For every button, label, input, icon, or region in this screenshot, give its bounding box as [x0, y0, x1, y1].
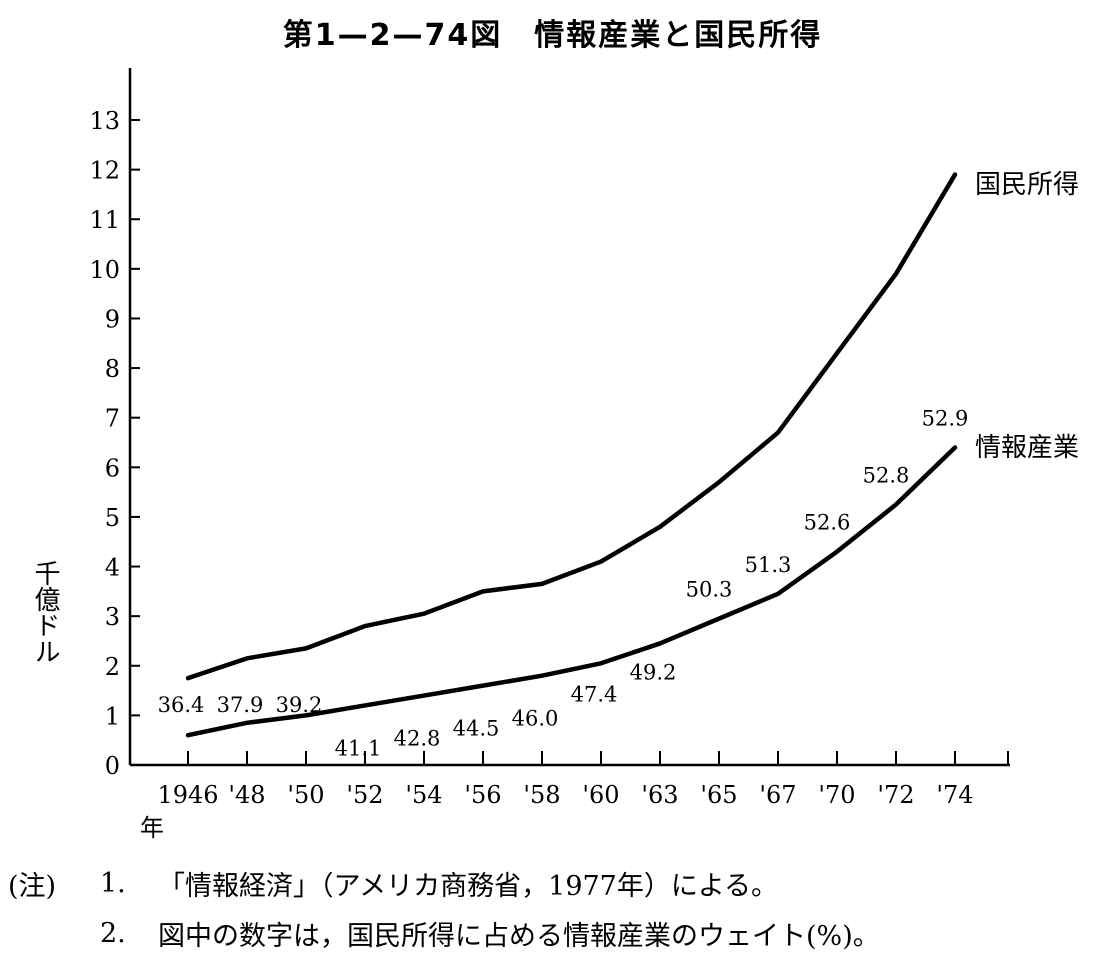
- series-line-information-industry: [185, 445, 958, 738]
- note-text: 「情報経済」（アメリカ商務省，1977年）による。: [158, 870, 779, 902]
- data-label: 49.2: [630, 660, 677, 684]
- chart-title: 第1—2—74図 情報産業と国民所得: [282, 18, 823, 53]
- x-tick-label: '74: [936, 781, 973, 809]
- data-label: 42.8: [394, 727, 441, 751]
- data-label: 37.9: [217, 693, 264, 717]
- note-text: 図中の数字は，国民所得に占める情報産業のウェイト(%)。: [158, 920, 880, 952]
- y-tick-label: 9: [105, 305, 120, 333]
- data-label: 36.4: [158, 693, 205, 717]
- y-tick-label: 7: [105, 405, 120, 433]
- x-tick-label: '54: [405, 781, 442, 809]
- y-tick-label: 5: [105, 504, 120, 532]
- y-tick-label: 2: [105, 653, 120, 681]
- x-tick-label: '48: [228, 781, 265, 809]
- x-tick-label: '50: [287, 781, 324, 809]
- y-tick-label: 13: [89, 107, 120, 135]
- x-tick-label: '56: [464, 781, 501, 809]
- data-label: 39.2: [276, 693, 323, 717]
- note-number: 2.: [100, 917, 126, 949]
- data-label: 47.4: [571, 682, 618, 706]
- axes: [128, 68, 1010, 767]
- y-axis-label: 千億ドル: [30, 560, 60, 664]
- y-tick-label: 1: [105, 702, 120, 730]
- series-line-national-income: [185, 172, 958, 681]
- data-labels: 36.4 37.9 39.2 41.1 42.8 44.5 46.0 47.4 49.2 50.3…: [158, 406, 969, 760]
- y-tick-label: 6: [105, 454, 120, 482]
- note-number: 1.: [100, 867, 126, 899]
- x-tick-label: '63: [641, 781, 678, 809]
- x-tick-label: '72: [877, 781, 914, 809]
- x-tick-label: '60: [582, 781, 619, 809]
- x-axis-ticks: 1946 '48 '50 '52 '54 '56 '58 '60 '63 '65 '67 '70 '72…: [157, 751, 1009, 809]
- note-1: (注) 1. 「情報経済」（アメリカ商務省，1977年）による。: [8, 858, 880, 908]
- x-tick-label: '70: [818, 781, 855, 809]
- y-tick-label: 8: [105, 355, 120, 383]
- note-prefix: (注): [8, 870, 57, 902]
- y-tick-label: 10: [89, 256, 120, 284]
- x-tick-label: '67: [759, 781, 796, 809]
- x-tick-label: 1946: [157, 781, 218, 809]
- data-label: 41.1: [335, 736, 382, 760]
- data-label: 50.3: [686, 578, 733, 602]
- notes: (注) 1. 「情報経済」（アメリカ商務省，1977年）による。 2. 図中の数…: [8, 858, 880, 958]
- y-tick-label: 11: [89, 206, 120, 234]
- series-label-national-income: 国民所得: [975, 170, 1079, 200]
- x-tick-label: '58: [523, 781, 560, 809]
- x-tick-label: '65: [700, 781, 737, 809]
- data-label: 52.6: [804, 511, 851, 535]
- data-label: 51.3: [745, 553, 792, 577]
- data-label: 46.0: [512, 707, 559, 731]
- data-label: 52.8: [863, 464, 910, 488]
- data-label: 44.5: [453, 717, 500, 741]
- series-lines: [185, 172, 958, 738]
- note-2: 2. 図中の数字は，国民所得に占める情報産業のウェイト(%)。: [8, 908, 880, 958]
- x-axis-unit-label: 年: [140, 814, 164, 842]
- y-tick-label: 4: [105, 554, 120, 582]
- y-tick-label: 12: [89, 157, 120, 185]
- y-tick-label: 0: [105, 752, 120, 780]
- series-label-information-industry: 情報産業: [975, 433, 1079, 463]
- x-tick-label: '52: [346, 781, 383, 809]
- data-label: 52.9: [922, 406, 969, 430]
- y-tick-label: 3: [105, 603, 120, 631]
